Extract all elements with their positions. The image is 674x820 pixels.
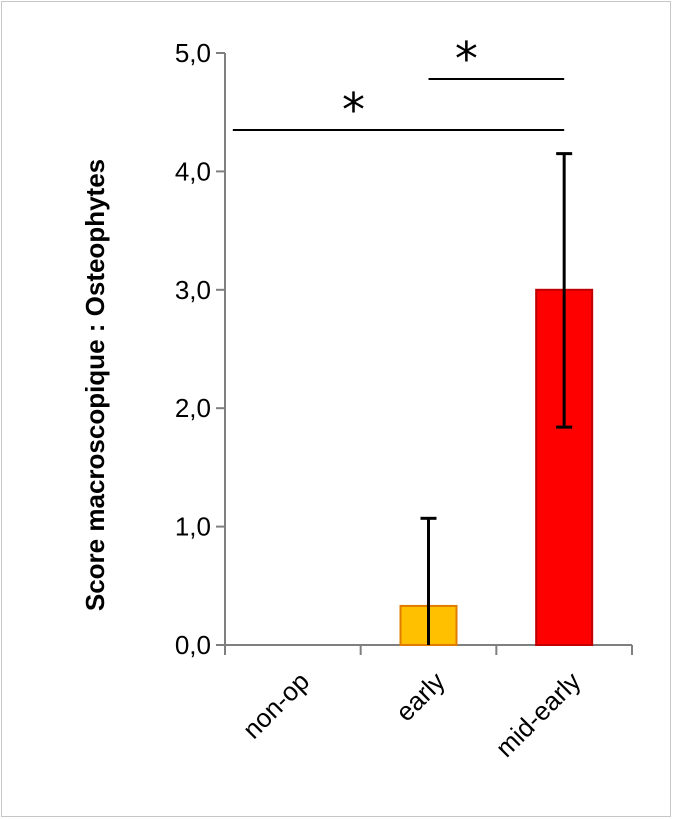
significance-annotations: ** <box>232 32 565 137</box>
labels: 0,0 1,0 2,0 3,0 4,0 5,0 non-op early mid-early <box>175 38 587 763</box>
y-axis-title: Score macroscopique : Osteophytes <box>80 159 110 611</box>
y-tick-label: 4,0 <box>175 156 211 186</box>
y-tick-label: 1,0 <box>175 512 211 542</box>
x-category-label: early <box>390 666 451 727</box>
error-bars <box>420 152 573 645</box>
significance-star-1: * <box>342 83 365 137</box>
x-category-label: mid-early <box>490 666 587 763</box>
y-tick-label: 0,0 <box>175 630 211 660</box>
y-tick-label: 5,0 <box>175 38 211 68</box>
y-tick-label: 3,0 <box>175 275 211 305</box>
significance-star-2: * <box>455 32 478 86</box>
y-tick-label: 2,0 <box>175 393 211 423</box>
x-category-label: non-op <box>237 666 315 744</box>
